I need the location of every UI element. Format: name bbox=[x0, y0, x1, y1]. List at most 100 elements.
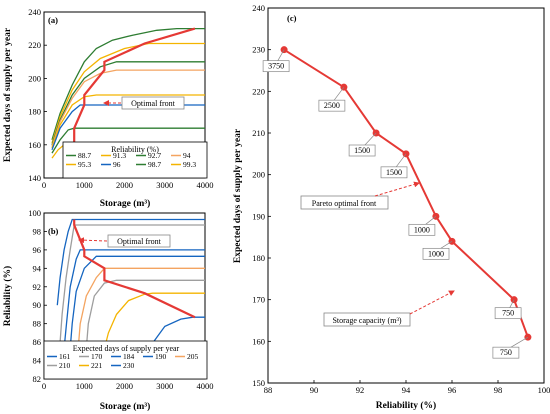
legend-title-b: Expected days of supply per year bbox=[73, 344, 180, 353]
x-tick-label: 96 bbox=[448, 385, 457, 395]
series-line bbox=[56, 218, 205, 306]
label-box bbox=[408, 223, 436, 236]
annotation-box-pareto bbox=[300, 195, 389, 210]
legend-label: 88.7 bbox=[78, 151, 91, 160]
annotation-box-storage bbox=[323, 312, 411, 327]
series-group-a bbox=[51, 27, 205, 159]
series-line bbox=[69, 255, 205, 349]
series-line bbox=[51, 61, 205, 146]
legend-items-b: 161 170 184 190 205 210 221 230 bbox=[47, 352, 199, 370]
annotation-arrow-storage bbox=[409, 290, 455, 315]
annotation-arrow-pareto bbox=[374, 181, 420, 197]
annotation-arrow-b bbox=[78, 237, 108, 244]
legend-b: Expected days of supply per year 161 170 1… bbox=[43, 340, 208, 380]
storage-capacity-label: 750 bbox=[500, 348, 512, 357]
x-axis-label-c: Reliability (%) bbox=[376, 400, 436, 411]
storage-capacity-label: 750 bbox=[502, 309, 514, 318]
x-tick-label: 2000 bbox=[116, 381, 133, 391]
y-tick-label: 190 bbox=[252, 211, 265, 221]
y-tick-label: 160 bbox=[28, 140, 41, 150]
legend-label: 95.3 bbox=[78, 160, 91, 169]
x-tick-label: 1000 bbox=[76, 180, 93, 190]
optimal-front-line bbox=[73, 219, 196, 319]
y-tick-label: 180 bbox=[252, 253, 265, 263]
x-tick-label: 2000 bbox=[116, 180, 133, 190]
y-tick-label: 220 bbox=[252, 86, 265, 96]
y-tick-label: 210 bbox=[252, 128, 265, 138]
y-tick-label: 86 bbox=[33, 337, 42, 347]
storage-capacity-label: 3750 bbox=[268, 62, 284, 71]
axis-ticks-c: 88 90 92 94 96 98 100 150 160 170 180 190 200 210 220 2… bbox=[252, 3, 550, 395]
label-box bbox=[262, 60, 290, 73]
x-tick-label: 0 bbox=[42, 381, 46, 391]
x-tick-label: 0 bbox=[42, 180, 46, 190]
series-line bbox=[51, 69, 205, 147]
series-group-c bbox=[280, 46, 532, 341]
y-tick-label: 100 bbox=[28, 208, 41, 218]
storage-capacity-label: 1500 bbox=[386, 168, 402, 177]
annotation-storage-capacity: Storage capacity (m³) bbox=[332, 316, 401, 325]
annotation-optimal-front-a: Optimal front bbox=[131, 99, 176, 108]
annotation-box-b bbox=[107, 234, 171, 248]
legend-label: 190 bbox=[155, 352, 167, 361]
series-line bbox=[283, 48, 529, 338]
y-tick-label: 200 bbox=[252, 170, 265, 180]
storage-capacity-label: 1000 bbox=[428, 249, 444, 258]
y-tick-label: 92 bbox=[33, 282, 42, 292]
series-line bbox=[59, 224, 205, 343]
y-tick-label: 140 bbox=[28, 173, 41, 183]
series-line bbox=[51, 94, 205, 149]
x-tick-label: 92 bbox=[356, 385, 365, 395]
legend-label: 184 bbox=[123, 352, 135, 361]
x-tick-label: 3000 bbox=[156, 381, 173, 391]
legend-a: Reliability (%) 88.7 91.3 92.7 94 95.3 96 98.7… bbox=[62, 141, 208, 179]
x-tick-label: 3000 bbox=[156, 180, 173, 190]
x-axis-label-b: Storage (m³) bbox=[100, 401, 151, 412]
x-tick-label: 98 bbox=[494, 385, 503, 395]
y-tick-label: 94 bbox=[33, 263, 42, 273]
legend-label: 210 bbox=[59, 361, 71, 370]
optimal-front-b bbox=[73, 219, 196, 319]
label-box bbox=[422, 247, 450, 260]
legend-frame-a bbox=[62, 141, 208, 179]
x-tick-label: 88 bbox=[264, 385, 273, 395]
point-labels-c: 3750 2500 1500 1500 1000 1000 750 750 bbox=[262, 49, 529, 359]
legend-items-a: 88.7 91.3 92.7 94 95.3 96 98.7 99.3 bbox=[66, 151, 196, 169]
y-tick-label: 170 bbox=[252, 295, 265, 305]
storage-capacity-label: 1500 bbox=[354, 146, 370, 155]
y-axis-label-b: Reliability (%) bbox=[2, 266, 13, 326]
x-tick-label: 1000 bbox=[76, 381, 93, 391]
series-line bbox=[85, 279, 205, 349]
legend-label: 91.3 bbox=[113, 151, 126, 160]
x-tick-label: 100 bbox=[538, 385, 550, 395]
x-tick-label: 90 bbox=[310, 385, 319, 395]
panel-label-a: (a) bbox=[48, 15, 58, 25]
y-tick-label: 88 bbox=[33, 319, 42, 329]
series-line bbox=[51, 127, 205, 154]
annotation-pareto-front: Pareto optimal front bbox=[312, 199, 377, 208]
series-line bbox=[103, 292, 205, 349]
x-tick-label: 4000 bbox=[197, 180, 214, 190]
label-box bbox=[494, 307, 522, 320]
x-axis-label-a: Storage (m³) bbox=[100, 198, 151, 209]
storage-capacity-label: 2500 bbox=[324, 101, 340, 110]
y-tick-label: 160 bbox=[252, 336, 265, 346]
series-line bbox=[148, 316, 205, 349]
legend-frame-b bbox=[43, 340, 208, 380]
legend-label: 170 bbox=[91, 352, 103, 361]
x-tick-label: 4000 bbox=[197, 381, 214, 391]
chart-panel-c: 88 90 92 94 96 98 100 150 160 170 180 190 200 210 220 2… bbox=[233, 3, 550, 411]
legend-label: 230 bbox=[123, 361, 135, 370]
y-axis-label-c: Expected days of supply per year bbox=[233, 128, 243, 263]
label-box bbox=[380, 166, 408, 179]
legend-label: 205 bbox=[187, 352, 199, 361]
y-tick-label: 180 bbox=[28, 107, 41, 117]
legend-label: 98.7 bbox=[148, 160, 161, 169]
annotation-optimal-front-b: Optimal front bbox=[117, 237, 162, 246]
chart-panel-b: 0 1000 2000 3000 4000 82 84 86 88 90 92 94 96 98 100 (… bbox=[2, 208, 214, 412]
y-tick-label: 84 bbox=[33, 356, 42, 366]
y-tick-label: 240 bbox=[28, 7, 41, 17]
y-tick-label: 96 bbox=[33, 245, 42, 255]
label-box bbox=[492, 346, 520, 359]
panel-label-c: (c) bbox=[287, 13, 297, 23]
